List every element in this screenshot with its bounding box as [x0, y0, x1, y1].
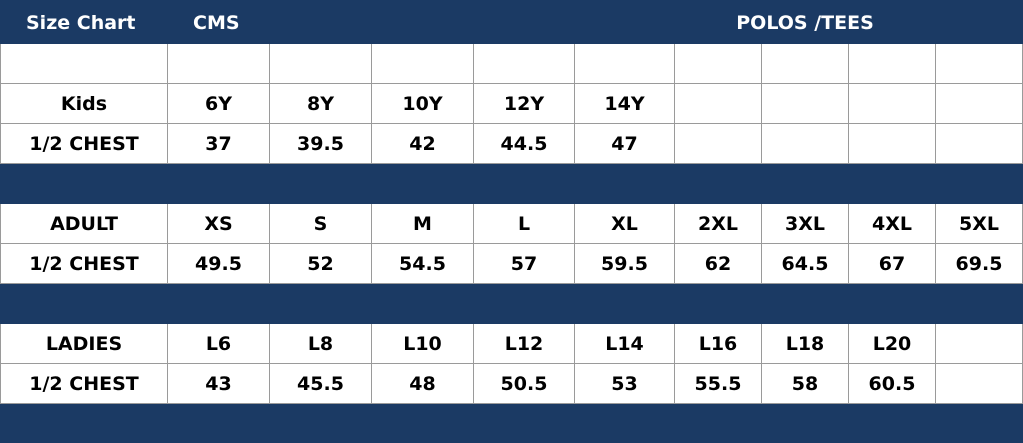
empty-cell [936, 124, 1023, 164]
size-cell: 14Y [575, 84, 675, 124]
size-cell: XL [575, 204, 675, 244]
size-cell: 8Y [270, 84, 372, 124]
size-cell: 12Y [474, 84, 575, 124]
chest-cell: 67 [849, 244, 936, 284]
empty-cell [372, 44, 474, 84]
empty-cell [270, 44, 372, 84]
size-cell: LADIES [0, 324, 168, 364]
category: POLOS /TEES [736, 12, 874, 34]
empty-cell [168, 44, 270, 84]
chest-cell: 64.5 [762, 244, 849, 284]
size-cell: 2XL [675, 204, 762, 244]
chest-cell: 1/2 CHEST [0, 364, 168, 404]
size-cell: ADULT [0, 204, 168, 244]
size-cell: S [270, 204, 372, 244]
chest-cell: 57 [474, 244, 575, 284]
chest-cell: 55.5 [675, 364, 762, 404]
chest-cell: 69.5 [936, 244, 1023, 284]
chest-cell: 42 [372, 124, 474, 164]
chest-cell: 50.5 [474, 364, 575, 404]
chest-cell: 62 [675, 244, 762, 284]
empty-cell [936, 84, 1023, 124]
chest-cell: 49.5 [168, 244, 270, 284]
size-cell: L18 [762, 324, 849, 364]
size-cell: L [474, 204, 575, 244]
chest-cell: 53 [575, 364, 675, 404]
size-cell: L20 [849, 324, 936, 364]
size-cell: M [372, 204, 474, 244]
chest-cell: 52 [270, 244, 372, 284]
empty-cell [849, 124, 936, 164]
size-cell: XS [168, 204, 270, 244]
size-cell: L8 [270, 324, 372, 364]
empty-cell [675, 124, 762, 164]
empty-cell [675, 84, 762, 124]
chest-cell: 39.5 [270, 124, 372, 164]
chest-cell: 43 [168, 364, 270, 404]
size-cell: Kids [0, 84, 168, 124]
chest-cell: 48 [372, 364, 474, 404]
size-cell: 10Y [372, 84, 474, 124]
chest-cell: 47 [575, 124, 675, 164]
chest-cell: 59.5 [575, 244, 675, 284]
empty-cell [0, 44, 168, 84]
empty-cell [762, 44, 849, 84]
empty-cell [936, 364, 1023, 404]
empty-cell [474, 44, 575, 84]
empty-cell [849, 84, 936, 124]
size-cell: L6 [168, 324, 270, 364]
chest-cell: 45.5 [270, 364, 372, 404]
size-cell: 3XL [762, 204, 849, 244]
chest-cell: 60.5 [849, 364, 936, 404]
empty-cell [675, 44, 762, 84]
divider-band [0, 404, 1023, 443]
divider-band [0, 284, 1023, 324]
size-cell: L16 [675, 324, 762, 364]
brand: CMS [193, 12, 240, 34]
size-cell: L14 [575, 324, 675, 364]
size-cell: 4XL [849, 204, 936, 244]
header-band [0, 0, 1023, 44]
empty-cell [849, 44, 936, 84]
divider-band [0, 164, 1023, 204]
chest-cell: 58 [762, 364, 849, 404]
empty-cell [936, 44, 1023, 84]
empty-cell [575, 44, 675, 84]
chest-cell: 1/2 CHEST [0, 244, 168, 284]
chest-cell: 44.5 [474, 124, 575, 164]
chest-cell: 54.5 [372, 244, 474, 284]
empty-cell [762, 84, 849, 124]
empty-cell [762, 124, 849, 164]
chest-cell: 37 [168, 124, 270, 164]
size-cell: L10 [372, 324, 474, 364]
size-cell: L12 [474, 324, 575, 364]
empty-cell [936, 324, 1023, 364]
title: Size Chart [26, 12, 136, 34]
size-cell: 5XL [936, 204, 1023, 244]
chest-cell: 1/2 CHEST [0, 124, 168, 164]
size-cell: 6Y [168, 84, 270, 124]
